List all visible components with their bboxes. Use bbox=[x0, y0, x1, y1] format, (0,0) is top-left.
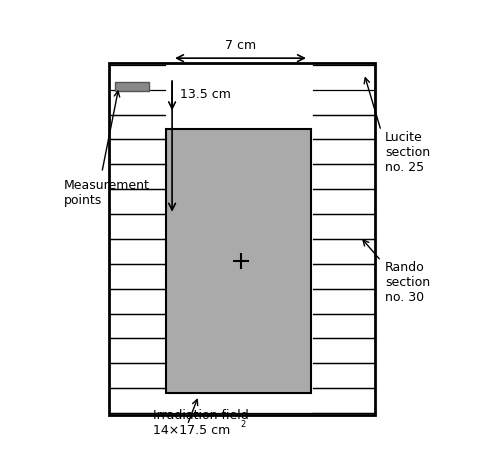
Bar bbox=[115, 82, 150, 91]
Text: Rando
section
no. 30: Rando section no. 30 bbox=[385, 262, 430, 304]
Text: 13.5 cm: 13.5 cm bbox=[180, 88, 230, 101]
Bar bbox=[112, 62, 374, 113]
Bar bbox=[110, 62, 376, 415]
Bar bbox=[164, 65, 312, 413]
Text: Measurement
points: Measurement points bbox=[64, 179, 150, 207]
Text: Irradiation field
14×17.5 cm: Irradiation field 14×17.5 cm bbox=[153, 409, 249, 437]
Text: 7 cm: 7 cm bbox=[225, 38, 256, 52]
Bar bbox=[110, 62, 376, 415]
Text: Lucite
section
no. 25: Lucite section no. 25 bbox=[385, 131, 430, 174]
Text: 2: 2 bbox=[240, 420, 246, 429]
Bar bbox=[166, 129, 311, 393]
